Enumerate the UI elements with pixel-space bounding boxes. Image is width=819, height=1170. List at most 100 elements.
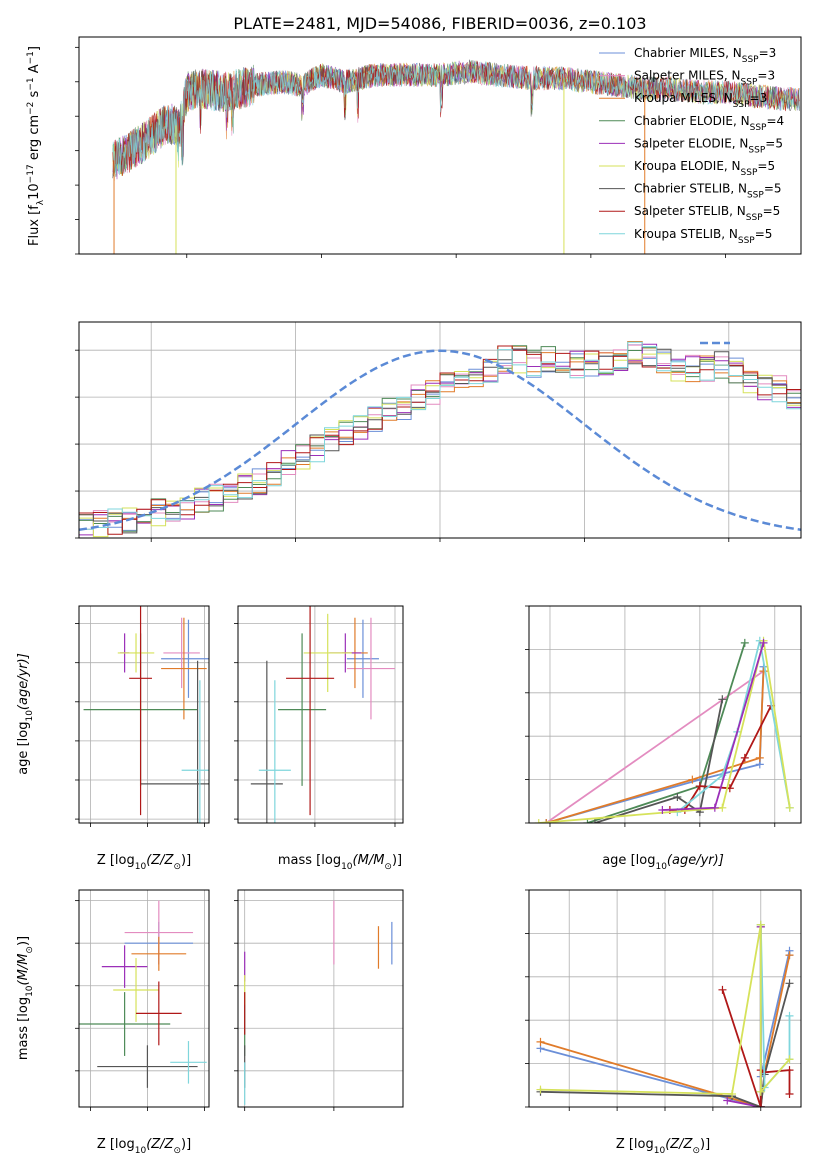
weight-marker (718, 803, 727, 812)
label-part: age [log (16, 722, 31, 775)
axes-frame (78, 889, 210, 1108)
label-part: s (27, 90, 42, 101)
weight-marker (718, 985, 727, 994)
label-part: −1 (26, 51, 36, 64)
label-part: age [log (602, 853, 655, 868)
weight-marker (728, 1089, 737, 1098)
weight-marker (542, 819, 551, 823)
histogram-step (79, 344, 801, 530)
plot-area (83, 606, 209, 823)
weight-line (538, 640, 791, 823)
label-part: (age/yr)] (16, 653, 31, 710)
label-part: Kroupa ELODIE, N (634, 159, 741, 173)
weight-marker (756, 1087, 765, 1096)
plot-area (250, 606, 395, 823)
weight-marker (536, 1085, 545, 1094)
weight-line (540, 983, 791, 1107)
label-part: erg cm (27, 115, 42, 164)
legend-entry: Chabrier STELIB, NSSP=5 (634, 182, 782, 201)
weight-marker (759, 667, 768, 676)
weight-marker (756, 920, 765, 929)
label-part: (M/M (16, 954, 31, 986)
label-part: 10 (135, 862, 147, 872)
label-part: )] (16, 936, 31, 946)
plot-area (536, 920, 794, 1107)
age-vs-metallicity-plot: Z [log10(Z/Z⊙)]age [log10(age/yr)] (16, 605, 210, 872)
label-part: 10 (25, 710, 35, 722)
label-part: )] (181, 1137, 191, 1152)
legend-entry: Kroupa STELIB, NSSP=5 (634, 227, 772, 246)
histogram-step (79, 345, 801, 538)
label-part: =5 (757, 159, 775, 173)
histogram-step (79, 345, 801, 532)
label-part: (age/yr)] (667, 853, 724, 868)
weight-vs-age-plot: age [log10(age/yr)] (525, 605, 802, 872)
spectrum-plot: Flux [fλ10−17 erg cm−2 s−1 A−1] Chabrier … (26, 36, 802, 258)
label-part: ⊙ (25, 946, 35, 954)
residual-histogram (75, 321, 802, 542)
weight-marker (688, 775, 697, 784)
label-part: SSP (741, 78, 758, 88)
x-axis-label: mass [log10(M/M⊙)] (278, 853, 402, 872)
weight-marker (740, 753, 749, 762)
axes-frame (528, 605, 802, 824)
label-part: Kroupa STELIB, N (634, 227, 738, 241)
label-part: =3 (759, 46, 777, 60)
plot-area (112, 59, 800, 254)
label-part: SSP (733, 100, 750, 110)
label-part: =4 (766, 114, 784, 128)
label-part: (Z/Z (146, 853, 174, 868)
label-part: A (27, 64, 42, 77)
weight-marker (785, 803, 794, 812)
label-part: (M/M (353, 853, 385, 868)
weight-marker (710, 803, 719, 812)
label-part: Flux [f (27, 205, 42, 246)
axes-frame (78, 36, 802, 255)
label-part: (Z/Z (665, 1137, 693, 1152)
legend-entry: Kroupa ELODIE, NSSP=5 (634, 159, 775, 178)
weight-line (676, 640, 791, 813)
normal-curve (79, 349, 801, 532)
label-part: SSP (742, 55, 759, 65)
label-part: −2 (26, 102, 36, 115)
weight-marker (785, 1066, 794, 1075)
label-part: ⊙ (173, 862, 181, 872)
label-part: Z [log (97, 853, 135, 868)
legend-entry: Salpeter MILES, NSSP=3 (634, 69, 775, 88)
label-part: Z [log (97, 1137, 135, 1152)
legend: Chabrier MILES, NSSP=3 Salpeter MILES, NS… (599, 46, 784, 246)
label-part: SSP (748, 145, 765, 155)
x-axis-label: Z [log10(Z/Z⊙)] (97, 1137, 191, 1156)
weight-marker (723, 1096, 732, 1105)
legend-entry: Chabrier MILES, NSSP=3 (634, 46, 776, 65)
weight-vs-metallicity-plot: Z [log10(Z/Z⊙)] (525, 889, 802, 1156)
x-axis-label: Z [log10(Z/Z⊙)] (616, 1137, 710, 1156)
axes-frame (237, 889, 404, 1108)
y-axis-label: mass [log10(M/M⊙)] (16, 936, 35, 1060)
label-part: mass [log (278, 853, 341, 868)
weight-marker (534, 819, 543, 823)
plot-area (79, 900, 207, 1088)
label-part: −1 (26, 77, 36, 90)
y-axis-label: age [log10(age/yr)] (16, 653, 35, 775)
label-part: ⊙ (384, 862, 392, 872)
age-vs-mass-plot: mass [log10(M/M⊙)] (234, 605, 404, 872)
x-axis-label: Z [log10(Z/Z⊙)] (97, 853, 191, 872)
weight-line (587, 642, 746, 823)
label-part: 10 (135, 1146, 147, 1156)
histogram-step (79, 345, 801, 535)
histogram-step (79, 341, 801, 523)
mass-vs-metallicity-plot: Z [log10(Z/Z⊙)]mass [log10(M/M⊙)] (16, 889, 210, 1156)
label-part: =5 (755, 227, 773, 241)
legend-entry: Salpeter ELODIE, NSSP=5 (634, 136, 783, 155)
label-part: (Z/Z (146, 1137, 174, 1152)
label-part: mass [log (16, 997, 31, 1060)
weight-marker (740, 638, 749, 647)
weight-line (662, 642, 765, 811)
axes-frame (237, 605, 404, 824)
label-part: λ (36, 199, 46, 205)
label-part: =3 (757, 69, 775, 83)
label-part: Chabrier ELODIE, N (634, 114, 750, 128)
histogram-step (79, 348, 801, 534)
